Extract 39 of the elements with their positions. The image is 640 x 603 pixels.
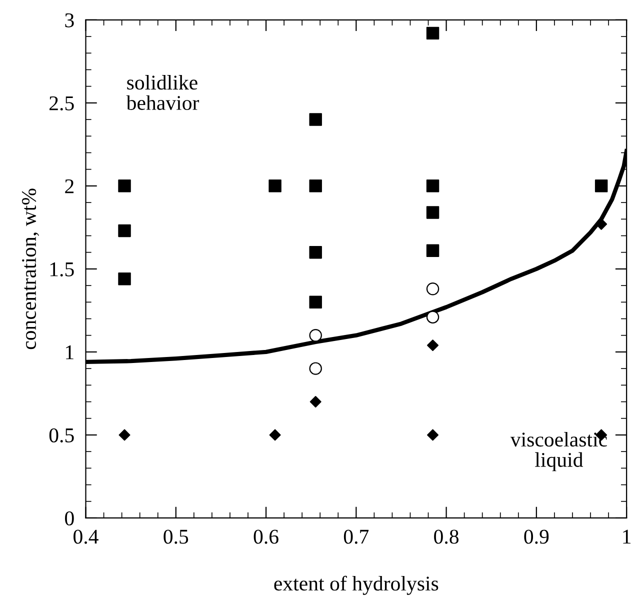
point — [309, 296, 322, 309]
point — [426, 180, 440, 192]
point — [426, 282, 440, 296]
point — [594, 180, 608, 192]
point — [309, 362, 322, 375]
point — [269, 429, 281, 441]
y-axis-title: concentration, wt% — [22, 188, 40, 350]
x-tick-label: 1 — [623, 530, 631, 544]
y-tick-label: 3 — [65, 13, 74, 28]
x-tick-label: 0.6 — [254, 530, 278, 544]
point — [426, 310, 440, 324]
y-tick-label: 2.5 — [50, 96, 74, 110]
point — [427, 340, 439, 352]
point — [427, 429, 439, 441]
y-tick-label: 1.5 — [50, 262, 74, 276]
point — [426, 244, 440, 258]
annotation: solidlike behavior — [126, 74, 200, 110]
x-tick-label: 0.5 — [164, 530, 188, 544]
x-axis-title: extent of hydrolysis — [274, 576, 438, 595]
y-tick-label: 1 — [66, 345, 74, 360]
point — [426, 206, 440, 219]
point — [426, 26, 440, 40]
point — [118, 429, 130, 441]
point — [118, 272, 131, 286]
x-tick-label: 0.4 — [74, 530, 98, 544]
point — [118, 180, 131, 192]
point — [268, 180, 282, 192]
point — [309, 113, 322, 126]
point — [118, 224, 131, 238]
x-tick-label: 0.7 — [344, 530, 369, 544]
y-tick-label: 0 — [65, 511, 74, 526]
x-tick-label: 0.8 — [434, 530, 459, 544]
y-tick-label: 2 — [65, 179, 74, 194]
point — [310, 396, 322, 408]
y-tick-label: 0.5 — [49, 428, 74, 442]
x-tick-label: 0.9 — [524, 530, 549, 544]
point — [309, 180, 322, 192]
point — [309, 246, 322, 259]
point — [309, 328, 322, 342]
